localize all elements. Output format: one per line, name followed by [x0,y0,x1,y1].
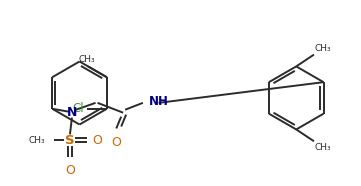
Text: CH₃: CH₃ [79,55,95,64]
Text: CH₃: CH₃ [29,136,45,145]
Text: O: O [111,136,121,149]
Text: S: S [65,134,75,147]
Text: N: N [67,106,77,119]
Text: Cl: Cl [73,102,84,115]
Text: O: O [65,164,75,177]
Text: NH: NH [149,95,169,108]
Text: CH₃: CH₃ [315,44,332,53]
Text: CH₃: CH₃ [315,143,332,152]
Text: O: O [93,134,103,147]
